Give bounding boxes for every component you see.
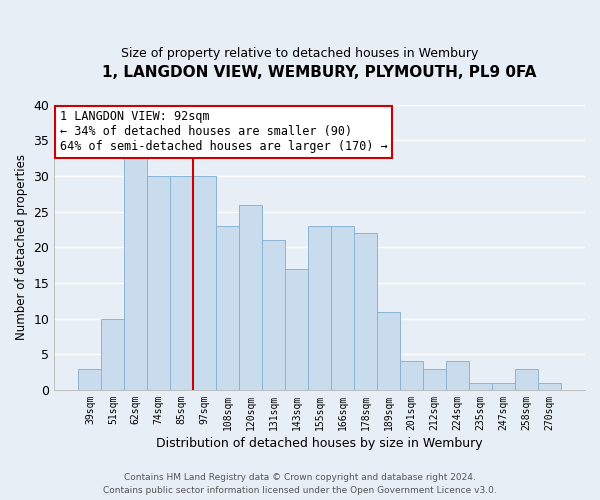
Bar	[423, 368, 446, 390]
Bar	[377, 312, 400, 390]
Bar	[79, 368, 101, 390]
Bar	[148, 176, 170, 390]
Bar	[262, 240, 285, 390]
Text: 1 LANGDON VIEW: 92sqm
← 34% of detached houses are smaller (90)
64% of semi-deta: 1 LANGDON VIEW: 92sqm ← 34% of detached …	[59, 110, 388, 154]
Title: 1, LANGDON VIEW, WEMBURY, PLYMOUTH, PL9 0FA: 1, LANGDON VIEW, WEMBURY, PLYMOUTH, PL9 …	[103, 65, 537, 80]
Text: Size of property relative to detached houses in Wembury: Size of property relative to detached ho…	[121, 48, 479, 60]
Bar	[469, 383, 492, 390]
Bar	[492, 383, 515, 390]
Bar	[446, 362, 469, 390]
Bar	[170, 176, 193, 390]
Bar	[400, 362, 423, 390]
Bar	[216, 226, 239, 390]
X-axis label: Distribution of detached houses by size in Wembury: Distribution of detached houses by size …	[157, 437, 483, 450]
Bar	[515, 368, 538, 390]
Bar	[308, 226, 331, 390]
Text: Contains HM Land Registry data © Crown copyright and database right 2024.
Contai: Contains HM Land Registry data © Crown c…	[103, 474, 497, 495]
Y-axis label: Number of detached properties: Number of detached properties	[15, 154, 28, 340]
Bar	[354, 233, 377, 390]
Bar	[193, 176, 216, 390]
Bar	[285, 268, 308, 390]
Bar	[538, 383, 561, 390]
Bar	[101, 318, 124, 390]
Bar	[124, 154, 148, 390]
Bar	[239, 204, 262, 390]
Bar	[331, 226, 354, 390]
